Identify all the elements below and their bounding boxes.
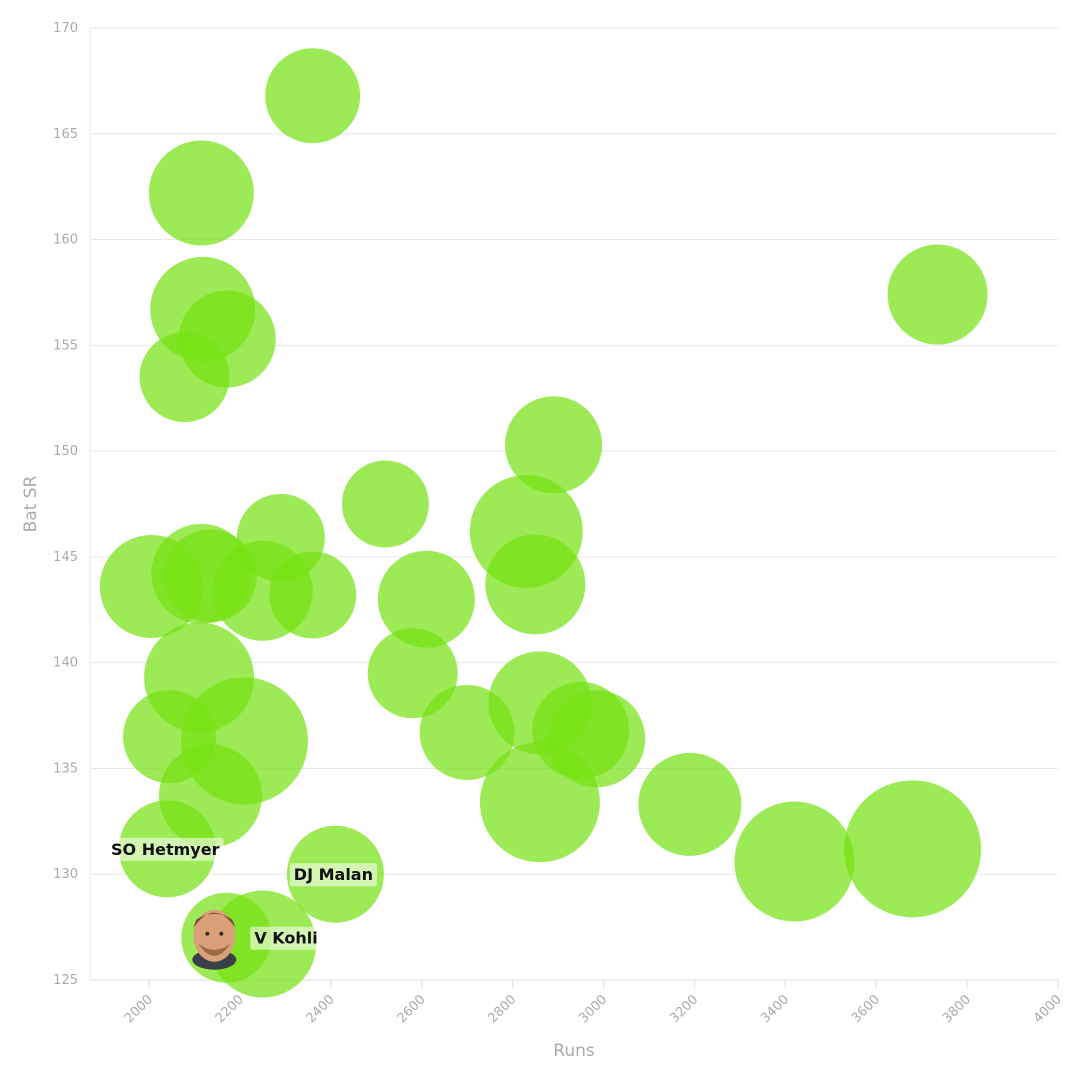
y-tick-label: 140: [53, 656, 78, 671]
point-label-background: [250, 926, 322, 950]
bubble-point[interactable]: [367, 628, 458, 719]
x-tick-label: 4000: [1031, 992, 1065, 1026]
y-tick-label: 160: [53, 233, 78, 248]
x-tick-label: 2200: [213, 992, 247, 1026]
bubble-point[interactable]: [638, 752, 742, 856]
player-avatar: [192, 909, 237, 970]
bubble-point[interactable]: [265, 48, 361, 144]
bubble-point[interactable]: [377, 550, 475, 648]
bubble-point[interactable]: [479, 742, 600, 863]
bubble-point[interactable]: [148, 140, 254, 246]
x-tick-label: 3200: [667, 992, 701, 1026]
x-tick-label: 2400: [304, 992, 338, 1026]
bubble-point[interactable]: [269, 551, 357, 639]
x-tick-label: 3800: [940, 992, 974, 1026]
x-tick-label: 3400: [758, 992, 792, 1026]
point-label: SO Hetmyer: [111, 840, 220, 859]
bubble-point[interactable]: [485, 534, 586, 635]
x-tick-label: 2800: [485, 992, 519, 1026]
bubble-point[interactable]: [887, 244, 988, 345]
y-tick-label: 170: [53, 21, 78, 36]
y-tick-label: 150: [53, 444, 78, 459]
x-tick-label: 2600: [395, 992, 429, 1026]
y-tick-label: 135: [53, 761, 78, 776]
bubble-point[interactable]: [341, 460, 429, 548]
point-labels: SO Hetmyer DJ Malan V Kohli: [107, 837, 378, 970]
bubble-point[interactable]: [734, 801, 855, 922]
x-tick-label: 2000: [122, 992, 156, 1026]
bubbles: [99, 48, 988, 998]
bubble-point[interactable]: [505, 396, 603, 494]
y-tick-label: 125: [53, 973, 78, 988]
x-tick-label: 3000: [576, 992, 610, 1026]
y-axis-title: Bat SR: [21, 475, 41, 532]
point-label-background: [107, 837, 224, 861]
y-tick-label: 165: [53, 127, 78, 142]
point-label: DJ Malan: [294, 865, 373, 884]
point-label-background: [289, 863, 378, 887]
bubble-point[interactable]: [844, 780, 982, 918]
bubble-point[interactable]: [139, 332, 230, 423]
x-tick-label: 3600: [849, 992, 883, 1026]
x-axis-title: Runs: [553, 1041, 595, 1061]
y-tick-label: 155: [53, 338, 78, 353]
y-tick-label: 130: [53, 867, 78, 882]
y-tick-label: 145: [53, 550, 78, 565]
point-label: V Kohli: [254, 929, 317, 948]
